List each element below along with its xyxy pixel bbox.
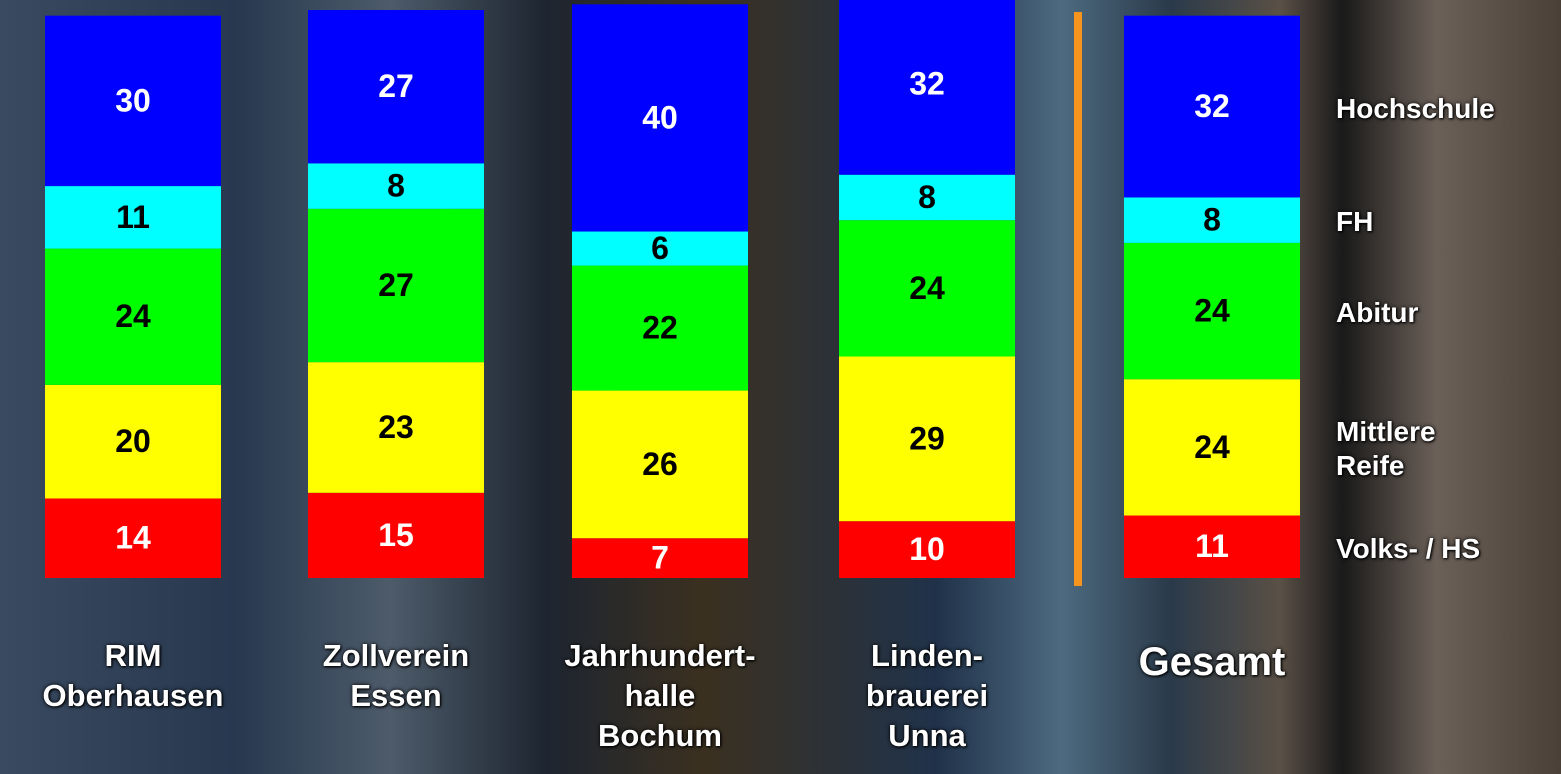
value-label: 11 bbox=[1195, 528, 1229, 564]
category-label: Linden- brauerei Unna bbox=[865, 638, 989, 753]
value-label: 23 bbox=[378, 409, 414, 445]
legend-label: Mittlere Reife bbox=[1336, 416, 1436, 482]
value-label: 10 bbox=[909, 531, 945, 567]
bar-segment bbox=[308, 163, 484, 209]
bar-segment bbox=[572, 265, 748, 391]
value-label: 27 bbox=[378, 68, 414, 104]
legend-label: FH bbox=[1336, 206, 1374, 238]
category-label: Zollverein Essen bbox=[322, 638, 470, 713]
bar-segment bbox=[839, 0, 1015, 175]
bar-segment bbox=[572, 390, 748, 539]
value-label: 14 bbox=[115, 520, 151, 556]
bar-segment bbox=[45, 186, 221, 249]
value-label: 26 bbox=[642, 446, 678, 482]
bar-segment bbox=[1124, 242, 1300, 380]
bar-segment bbox=[572, 231, 748, 266]
value-label: 8 bbox=[918, 179, 936, 215]
category-label: Gesamt bbox=[1138, 640, 1286, 684]
value-label: 7 bbox=[651, 540, 669, 576]
value-label: 29 bbox=[909, 420, 945, 456]
value-label: 8 bbox=[1203, 202, 1221, 238]
bar-segment bbox=[1124, 379, 1300, 516]
bar-segment bbox=[1124, 15, 1300, 198]
value-label: 8 bbox=[387, 168, 405, 204]
bar-segment bbox=[308, 362, 484, 493]
bar-segment bbox=[1124, 515, 1300, 578]
bar-segment bbox=[572, 4, 748, 232]
category-label: Jahrhundert- halle Bochum bbox=[564, 638, 756, 753]
bar-segment bbox=[45, 248, 221, 385]
bar-segment bbox=[308, 208, 484, 363]
value-label: 20 bbox=[115, 423, 151, 459]
value-label: 30 bbox=[115, 82, 151, 118]
bar-segment bbox=[839, 220, 1015, 357]
value-label: 11 bbox=[116, 199, 150, 235]
value-label: 32 bbox=[909, 65, 945, 101]
bar-segment bbox=[45, 15, 221, 187]
bar-segment bbox=[1124, 197, 1300, 243]
value-label: 24 bbox=[909, 270, 945, 306]
value-label: 6 bbox=[651, 230, 669, 266]
legend-label: Abitur bbox=[1336, 297, 1419, 329]
bar-segment bbox=[45, 384, 221, 499]
value-label: 24 bbox=[115, 298, 151, 334]
category-label: RIM Oberhausen bbox=[42, 638, 224, 713]
bar-segment bbox=[572, 538, 748, 578]
bar-segment bbox=[45, 498, 221, 578]
bar-segment bbox=[839, 356, 1015, 522]
value-label: 22 bbox=[642, 310, 678, 346]
bar-segment bbox=[308, 10, 484, 164]
bar-segment bbox=[839, 174, 1015, 221]
value-label: 24 bbox=[1194, 429, 1230, 465]
value-label: 32 bbox=[1194, 88, 1230, 124]
value-label: 27 bbox=[378, 267, 414, 303]
value-label: 24 bbox=[1194, 292, 1230, 328]
bar-segment bbox=[839, 521, 1015, 578]
value-label: 15 bbox=[378, 517, 414, 553]
legend-label: Volks- / HS bbox=[1336, 532, 1481, 564]
bar-segment bbox=[308, 492, 484, 578]
legend-label: Hochschule bbox=[1336, 92, 1495, 124]
value-label: 40 bbox=[642, 99, 678, 135]
